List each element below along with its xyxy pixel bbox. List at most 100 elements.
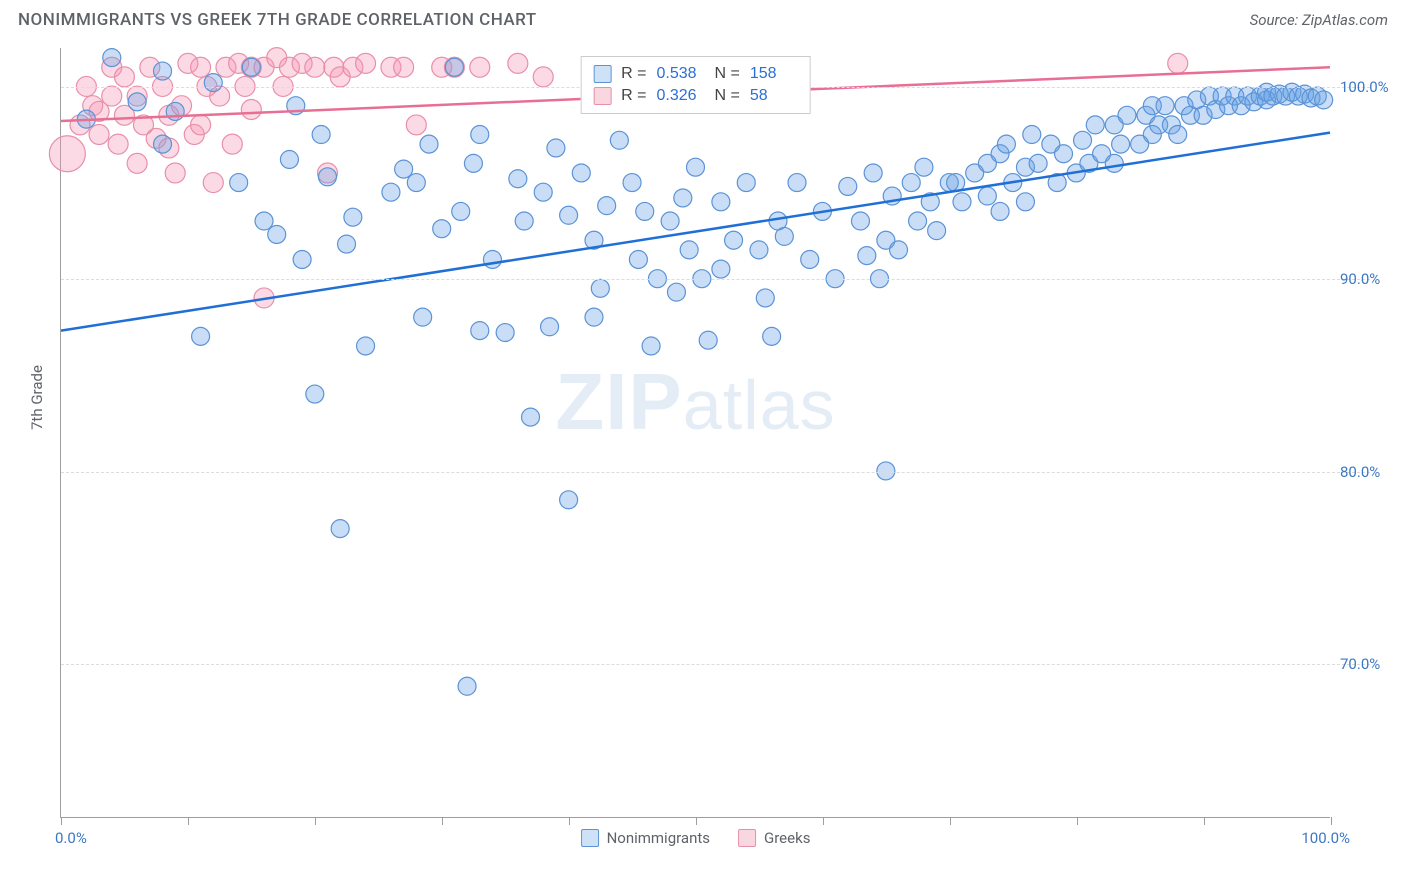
data-point: [508, 53, 528, 73]
data-point: [394, 57, 414, 77]
data-point: [585, 308, 603, 326]
data-point: [522, 408, 540, 426]
data-point: [230, 174, 248, 192]
swatch-a-icon: [593, 65, 611, 83]
data-point: [496, 324, 514, 342]
data-point: [928, 222, 946, 240]
swatch-b-icon: [593, 87, 611, 105]
data-point: [1055, 145, 1073, 163]
data-point: [395, 160, 413, 178]
data-point: [406, 115, 426, 135]
data-point: [509, 170, 527, 188]
stats-box: R = 0.538 N = 158 R = 0.326 N = 58: [580, 56, 811, 114]
data-point: [1112, 135, 1130, 153]
data-point: [471, 126, 489, 144]
data-point: [534, 183, 552, 201]
stats-row-b: R = 0.326 N = 58: [593, 85, 798, 107]
x-tick: [950, 817, 951, 825]
data-point: [839, 177, 857, 195]
data-point: [610, 131, 628, 149]
plot-area: 70.0%80.0%90.0%100.0%: [61, 48, 1330, 817]
data-point: [953, 193, 971, 211]
data-point: [471, 322, 489, 340]
data-point: [978, 187, 996, 205]
x-tick: [61, 817, 62, 825]
data-point: [222, 134, 242, 154]
data-point: [241, 100, 261, 120]
data-point: [680, 241, 698, 259]
data-point: [864, 164, 882, 182]
data-point: [547, 139, 565, 157]
data-point: [452, 202, 470, 220]
data-point: [464, 154, 482, 172]
data-point: [204, 74, 222, 92]
data-point: [1029, 154, 1047, 172]
legend: Nonimmigrants Greeks: [581, 829, 811, 847]
data-point: [661, 212, 679, 230]
legend-label-a: Nonimmigrants: [607, 829, 710, 847]
x-tick: [1077, 817, 1078, 825]
data-point: [915, 158, 933, 176]
gridline: [61, 279, 1370, 280]
data-point: [114, 67, 134, 87]
data-point: [687, 158, 705, 176]
data-point: [642, 337, 660, 355]
data-point: [629, 250, 647, 268]
data-point: [533, 67, 553, 87]
data-point: [636, 202, 654, 220]
x-tick: [188, 817, 189, 825]
swatch-b-icon: [738, 829, 756, 847]
data-point: [318, 168, 336, 186]
header: NONIMMIGRANTS VS GREEK 7TH GRADE CORRELA…: [0, 0, 1406, 36]
legend-item-b: Greeks: [738, 829, 810, 847]
data-point: [102, 86, 122, 106]
data-point: [420, 135, 438, 153]
data-point: [356, 53, 376, 73]
data-point: [902, 174, 920, 192]
data-point: [49, 136, 85, 172]
data-point: [344, 208, 362, 226]
x-tick: [696, 817, 697, 825]
y-tick-label: 90.0%: [1340, 270, 1400, 288]
data-point: [192, 327, 210, 345]
data-point: [598, 197, 616, 215]
data-point: [515, 212, 533, 230]
data-point: [166, 102, 184, 120]
data-point: [306, 385, 324, 403]
x-tick: [442, 817, 443, 825]
data-point: [750, 241, 768, 259]
y-axis-label: 7th Grade: [28, 365, 46, 430]
data-point: [541, 318, 559, 336]
x-tick: [569, 817, 570, 825]
legend-label-b: Greeks: [764, 829, 810, 847]
data-point: [712, 193, 730, 211]
data-point: [851, 212, 869, 230]
data-point: [1169, 126, 1187, 144]
data-point: [623, 174, 641, 192]
y-tick-label: 100.0%: [1340, 78, 1400, 96]
data-point: [470, 57, 490, 77]
data-point: [560, 491, 578, 509]
data-point: [242, 58, 260, 76]
data-point: [1074, 131, 1092, 149]
data-point: [1086, 116, 1104, 134]
data-point: [858, 247, 876, 265]
data-point: [712, 260, 730, 278]
data-point: [89, 125, 109, 145]
data-point: [165, 163, 185, 183]
data-point: [1016, 193, 1034, 211]
data-point: [483, 250, 501, 268]
data-point: [203, 173, 223, 193]
data-point: [674, 189, 692, 207]
data-point: [1105, 154, 1123, 172]
data-point: [331, 520, 349, 538]
data-point: [788, 174, 806, 192]
data-point: [737, 174, 755, 192]
data-point: [909, 212, 927, 230]
x-tick: [1331, 817, 1332, 825]
data-point: [890, 241, 908, 259]
data-point: [1315, 91, 1333, 109]
data-point: [108, 134, 128, 154]
data-point: [560, 206, 578, 224]
x-tick: [1204, 817, 1205, 825]
